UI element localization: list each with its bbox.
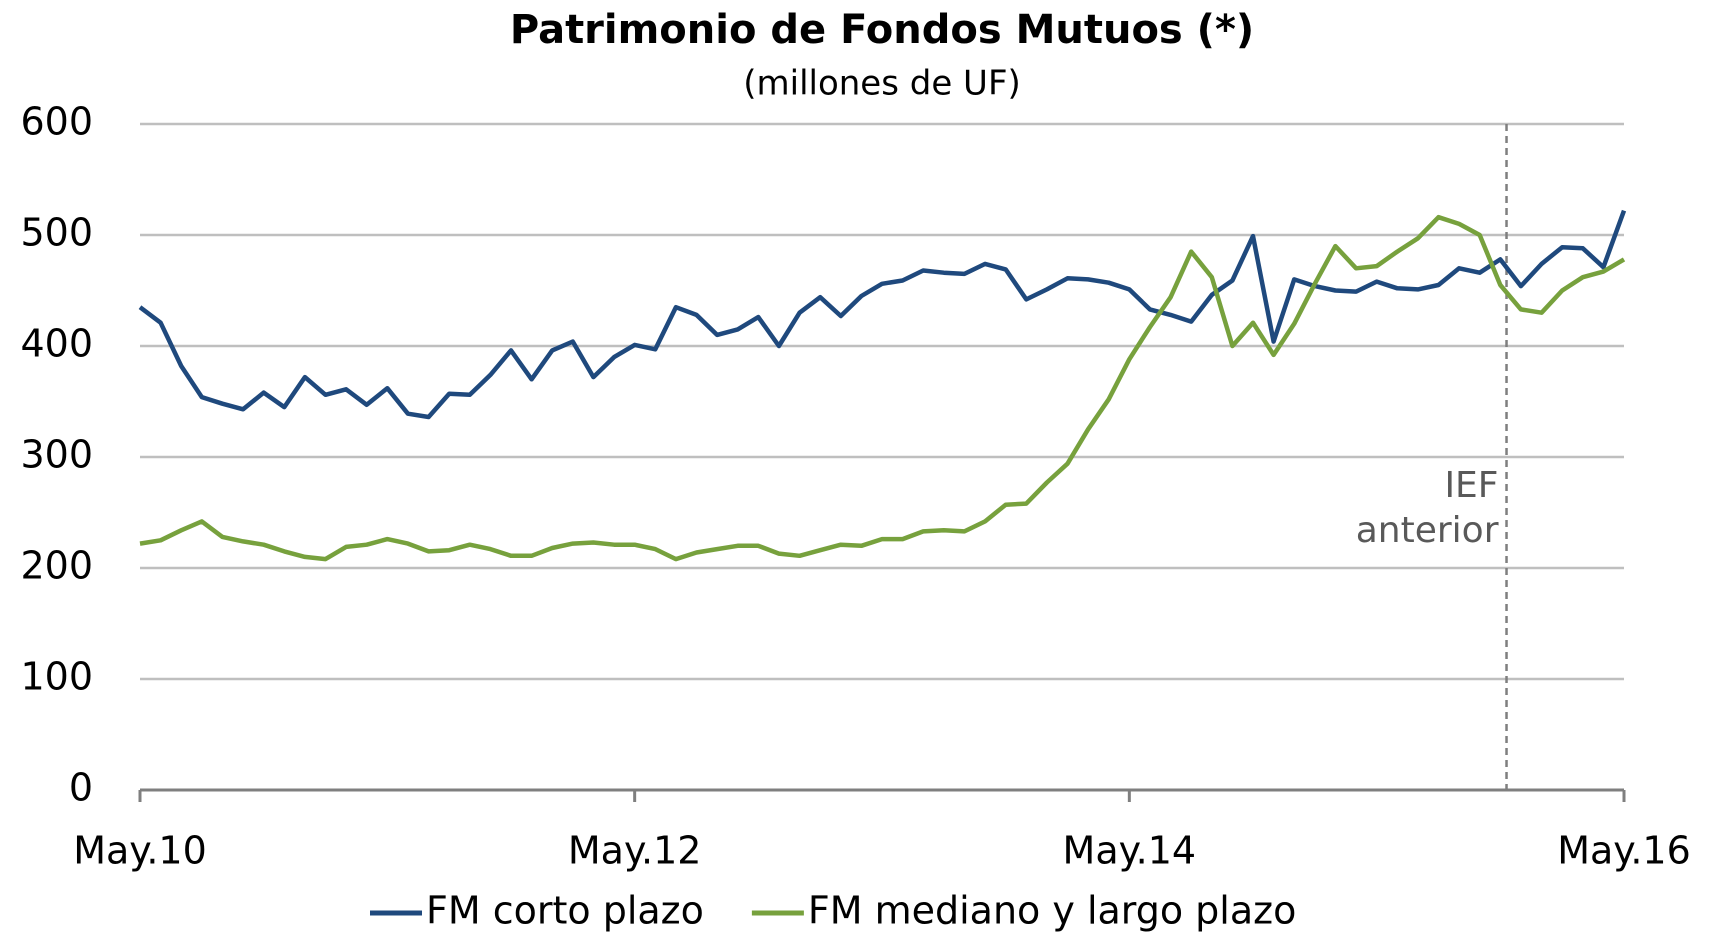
- legend-label: FM corto plazo: [426, 889, 704, 933]
- series-line: [138, 209, 1627, 420]
- series-line: [139, 214, 1626, 562]
- y-tick-label: 300: [20, 433, 93, 477]
- y-tick-label: 400: [20, 322, 93, 366]
- y-tick-label: 100: [20, 655, 93, 699]
- legend-label: FM mediano y largo plazo: [808, 889, 1296, 933]
- y-tick-label: 600: [20, 100, 93, 144]
- chart-title: Patrimonio de Fondos Mutuos (*): [510, 7, 1254, 53]
- x-tick-label: May.12: [568, 829, 702, 873]
- x-tick-label: May.16: [1557, 829, 1691, 873]
- y-tick-label: 200: [20, 544, 93, 588]
- x-tick-label: May.14: [1063, 829, 1197, 873]
- y-tick-label: 0: [69, 766, 93, 810]
- x-tick-label: May.10: [73, 829, 207, 873]
- y-tick-label: 500: [20, 211, 93, 255]
- annotation: IEF: [1444, 465, 1498, 506]
- annotation: anterior: [1356, 510, 1499, 551]
- chart-subtitle: (millones de UF): [743, 64, 1021, 104]
